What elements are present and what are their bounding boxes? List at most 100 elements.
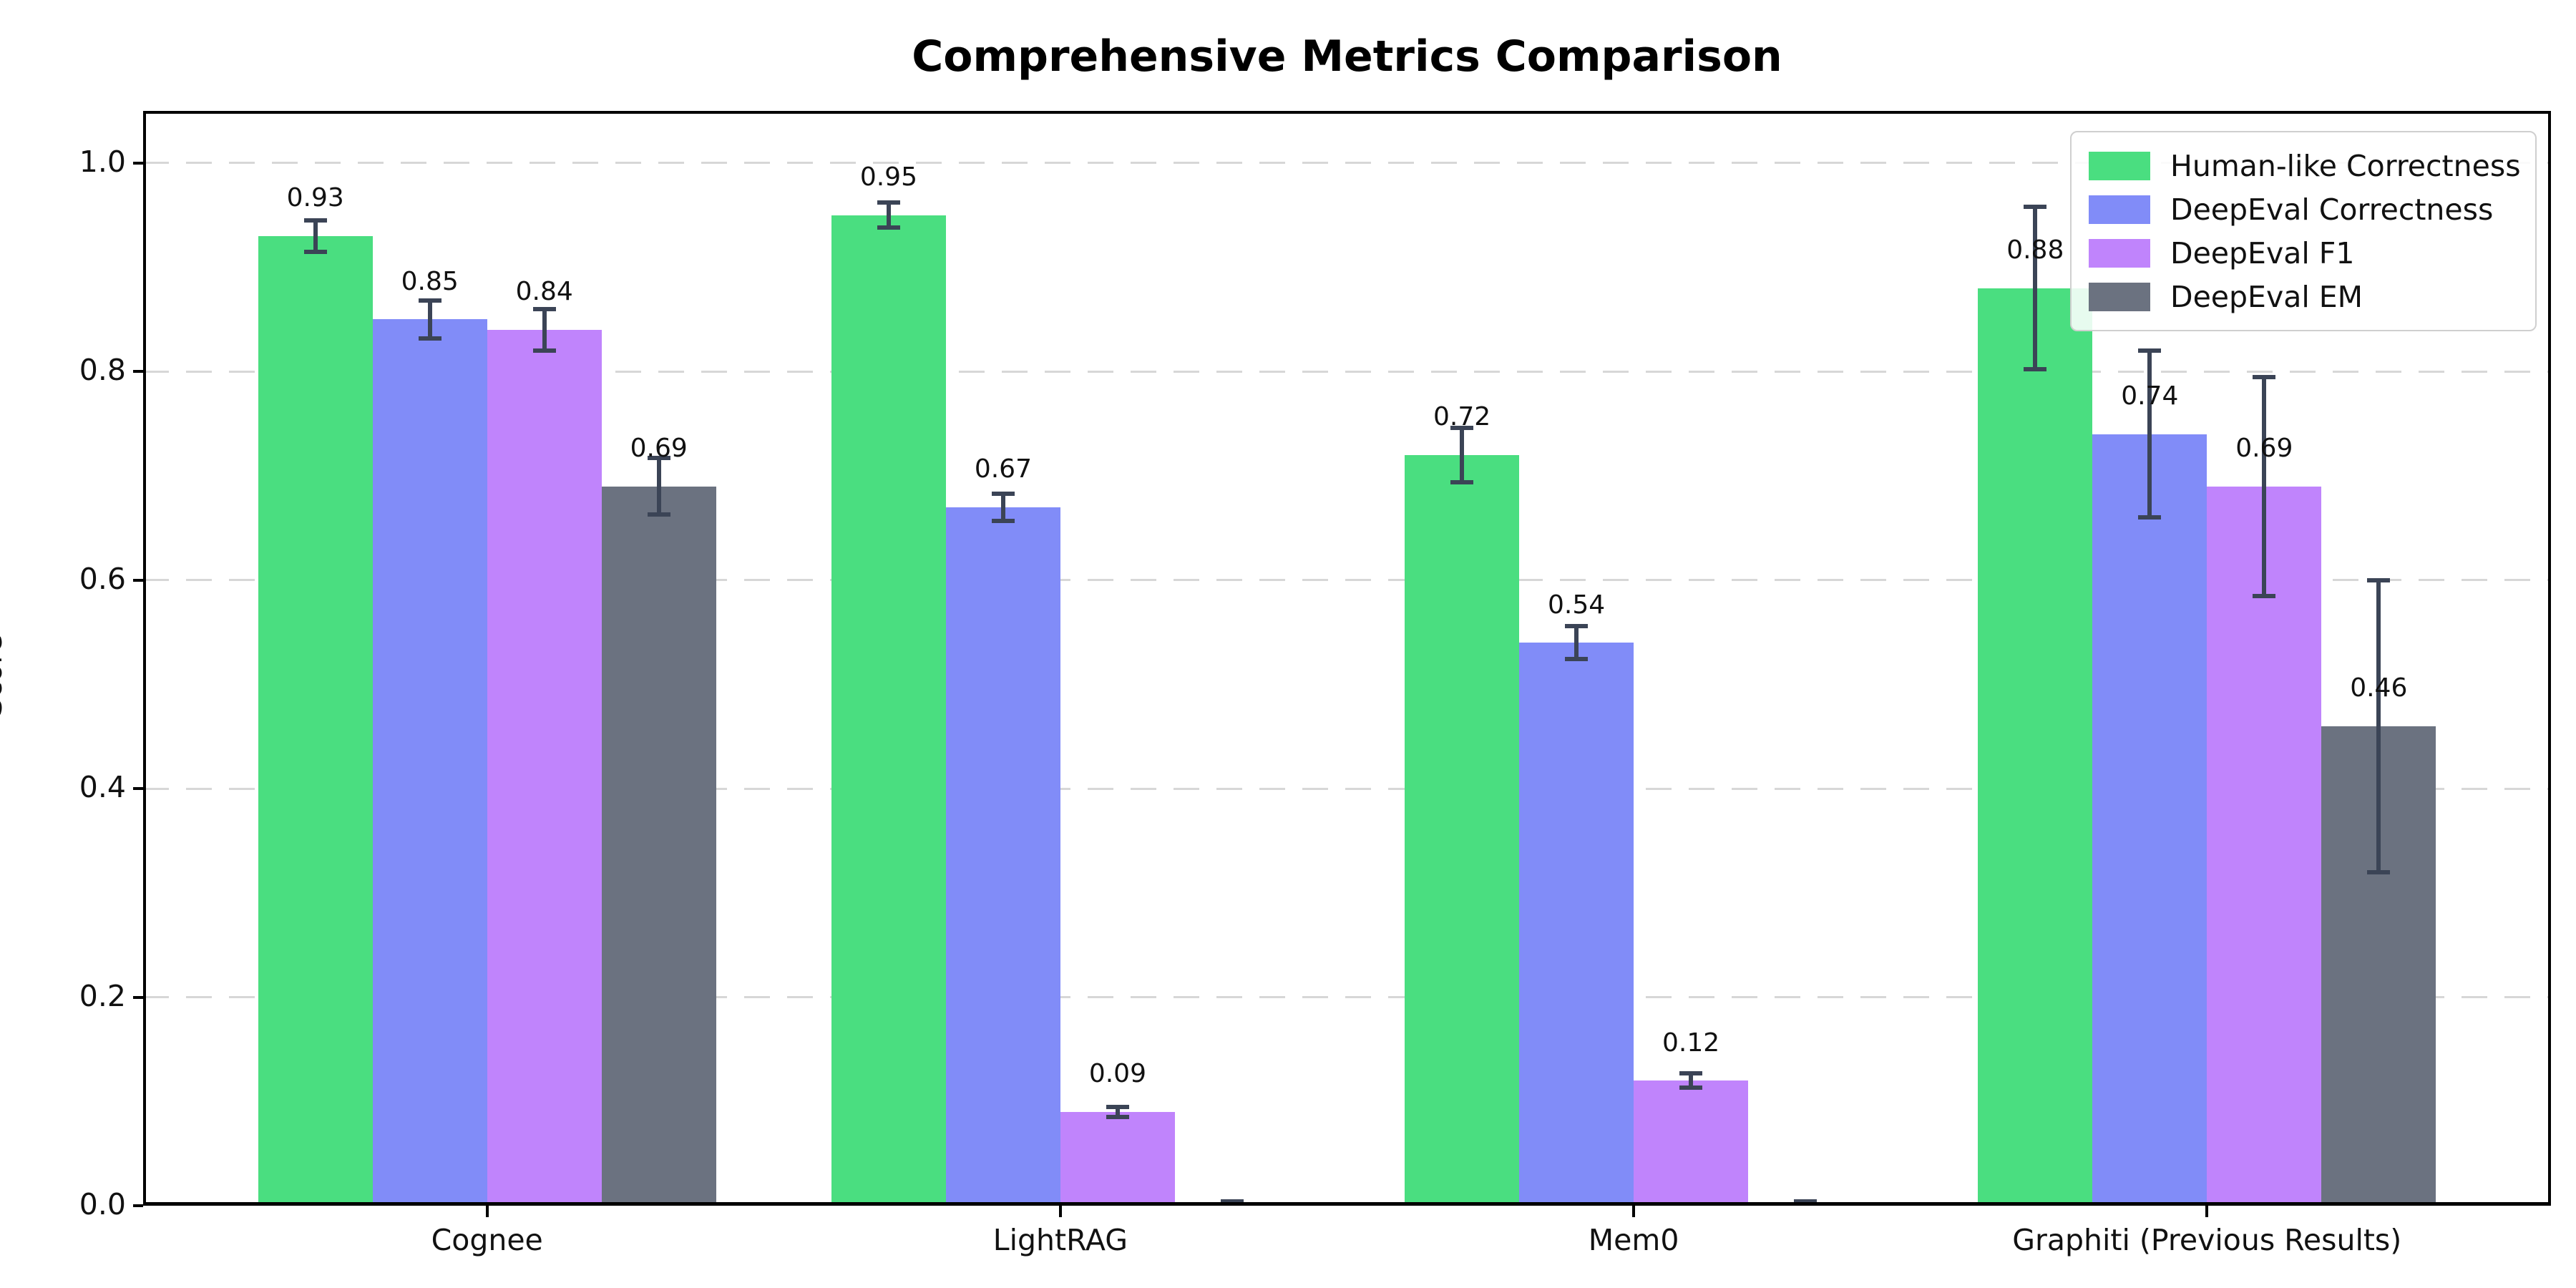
error-cap-top-deepeval-f1-cognee: [532, 306, 556, 311]
error-cap-top-human-like-correctness-graphiti-previous-results: [2024, 205, 2047, 210]
gridline-1.0: [143, 162, 2551, 165]
bar-deepeval-f1-lightrag: [1060, 1111, 1175, 1206]
bar-value-human-like-correctness-graphiti-previous-results: 0.88: [2006, 235, 2064, 265]
bar-deepeval-f1-mem0: [1634, 1080, 1749, 1206]
bar-value-human-like-correctness-lightrag: 0.95: [859, 162, 917, 192]
bar-deepeval-correctness-cognee: [372, 319, 487, 1206]
error-bar-human-like-correctness-graphiti-previous-results: [2033, 207, 2038, 370]
bar-value-deepeval-f1-graphiti-previous-results: 0.69: [2235, 434, 2293, 464]
bar-value-deepeval-em-graphiti-previous-results: 0.46: [2350, 673, 2408, 703]
error-cap-top-deepeval-f1-graphiti-previous-results: [2253, 374, 2276, 379]
error-bar-deepeval-correctness-lightrag: [1000, 493, 1005, 521]
gridline-0.2: [143, 996, 2551, 999]
error-cap-bottom-deepeval-correctness-cognee: [418, 336, 441, 341]
x-tick-mark-graphiti-previous-results: [2205, 1206, 2209, 1217]
error-cap-bottom-deepeval-f1-mem0: [1679, 1085, 1703, 1091]
bar-deepeval-correctness-mem0: [1519, 643, 1634, 1206]
bar-human-like-correctness-cognee: [258, 235, 373, 1206]
error-cap-top-deepeval-correctness-mem0: [1565, 623, 1589, 628]
error-cap-top-deepeval-correctness-cognee: [418, 298, 441, 303]
bar-deepeval-correctness-graphiti-previous-results: [2092, 434, 2207, 1206]
x-tick-mark-mem0: [1632, 1206, 1636, 1217]
error-cap-bottom-deepeval-f1-cognee: [532, 348, 556, 353]
legend: Human-like Correctness DeepEval Correctne…: [2070, 131, 2537, 331]
error-bar-deepeval-correctness-mem0: [1574, 625, 1579, 660]
bar-value-deepeval-correctness-mem0: 0.54: [1548, 590, 1606, 620]
y-tick-label-0.0: 0.0: [79, 1187, 126, 1221]
error-cap-top-deepeval-f1-lightrag: [1106, 1104, 1129, 1109]
error-cap-bottom-deepeval-correctness-mem0: [1565, 657, 1589, 662]
error-bar-deepeval-f1-mem0: [1689, 1073, 1694, 1088]
gridline-0.4: [143, 787, 2551, 790]
y-tick-label-0.4: 0.4: [79, 770, 126, 805]
error-cap-top-deepeval-em-cognee: [647, 456, 670, 461]
bar-value-human-like-correctness-cognee: 0.93: [286, 183, 344, 213]
bar-value-human-like-correctness-mem0: 0.72: [1433, 402, 1491, 432]
legend-label-deepeval-f1: DeepEval F1: [2170, 235, 2355, 270]
error-cap-bottom-human-like-correctness-cognee: [303, 249, 327, 254]
axis-spine-right: [2548, 111, 2551, 1206]
error-cap-top-deepeval-correctness-graphiti-previous-results: [2138, 348, 2162, 353]
legend-item-deepeval-em: DeepEval EM: [2089, 280, 2518, 314]
plot-area: 0.93 0.95 0.72 0.88 0.85 0.67 0.54 0.74 0.84 0.09…: [143, 111, 2551, 1206]
bar-deepeval-correctness-lightrag: [945, 507, 1060, 1206]
legend-swatch-deepeval-em: [2089, 282, 2150, 311]
axis-spine-bottom: [143, 1202, 2551, 1206]
error-cap-top-human-like-correctness-lightrag: [877, 200, 900, 205]
y-tick-mark-0.2: [133, 995, 143, 999]
legend-item-deepeval-correctness: DeepEval Correctness: [2089, 192, 2518, 227]
bar-value-deepeval-f1-lightrag: 0.09: [1088, 1059, 1146, 1089]
y-tick-mark-0.8: [133, 370, 143, 374]
axis-spine-top: [143, 111, 2551, 114]
y-tick-mark-0.4: [133, 787, 143, 791]
error-cap-top-deepeval-correctness-lightrag: [991, 491, 1015, 496]
error-bar-deepeval-f1-cognee: [542, 308, 547, 351]
error-cap-bottom-deepeval-f1-lightrag: [1106, 1115, 1129, 1120]
gridline-0.8: [143, 370, 2551, 373]
legend-item-deepeval-f1: DeepEval F1: [2089, 236, 2518, 270]
y-tick-mark-0.6: [133, 578, 143, 582]
error-cap-bottom-human-like-correctness-mem0: [1450, 479, 1474, 484]
error-bar-deepeval-em-cognee: [656, 458, 661, 514]
y-tick-label-0.6: 0.6: [79, 561, 126, 596]
legend-swatch-human-like-correctness: [2089, 151, 2150, 180]
legend-swatch-deepeval-f1: [2089, 238, 2150, 268]
error-bar-deepeval-f1-graphiti-previous-results: [2262, 376, 2267, 596]
bar-value-deepeval-f1-cognee: 0.84: [515, 277, 573, 307]
y-axis-label: Score: [0, 634, 9, 717]
chart-title: Comprehensive Metrics Comparison: [912, 31, 1782, 82]
error-cap-top-deepeval-f1-mem0: [1679, 1070, 1703, 1075]
bar-human-like-correctness-graphiti-previous-results: [1978, 288, 2093, 1206]
axis-spine-left: [143, 111, 146, 1206]
x-tick-mark-cognee: [485, 1206, 489, 1217]
error-cap-bottom-deepeval-em-graphiti-previous-results: [2367, 869, 2391, 874]
error-cap-top-deepeval-em-graphiti-previous-results: [2367, 577, 2391, 582]
error-bar-deepeval-correctness-cognee: [427, 301, 432, 338]
x-tick-mark-lightrag: [1058, 1206, 1062, 1217]
legend-item-human-like-correctness: Human-like Correctness: [2089, 149, 2521, 183]
y-tick-label-0.8: 0.8: [79, 353, 126, 388]
bar-human-like-correctness-mem0: [1405, 454, 1520, 1206]
error-cap-bottom-deepeval-correctness-graphiti-previous-results: [2138, 515, 2162, 520]
error-bar-deepeval-correctness-graphiti-previous-results: [2147, 351, 2152, 518]
legend-label-deepeval-em: DeepEval EM: [2170, 279, 2363, 314]
y-tick-label-1.0: 1.0: [79, 144, 126, 179]
error-cap-bottom-human-like-correctness-lightrag: [877, 225, 900, 230]
error-bar-human-like-correctness-mem0: [1460, 427, 1465, 482]
bar-value-deepeval-f1-mem0: 0.12: [1662, 1028, 1720, 1058]
legend-swatch-deepeval-correctness: [2089, 195, 2150, 224]
error-bar-human-like-correctness-cognee: [313, 220, 318, 252]
y-tick-mark-0.0: [133, 1204, 143, 1207]
error-bar-deepeval-f1-lightrag: [1115, 1106, 1120, 1118]
error-cap-top-human-like-correctness-cognee: [303, 218, 327, 223]
bar-value-deepeval-em-cognee: 0.69: [630, 434, 688, 464]
error-cap-bottom-deepeval-em-cognee: [647, 512, 670, 517]
y-tick-mark-1.0: [133, 161, 143, 165]
error-cap-top-deepeval-em-mem0: [1794, 1199, 1818, 1204]
error-bar-deepeval-em-graphiti-previous-results: [2376, 580, 2381, 872]
legend-label-deepeval-correctness: DeepEval Correctness: [2170, 192, 2494, 227]
error-cap-top-deepeval-em-lightrag: [1220, 1199, 1244, 1204]
y-tick-label-0.2: 0.2: [79, 978, 126, 1013]
bar-deepeval-f1-cognee: [487, 330, 602, 1206]
